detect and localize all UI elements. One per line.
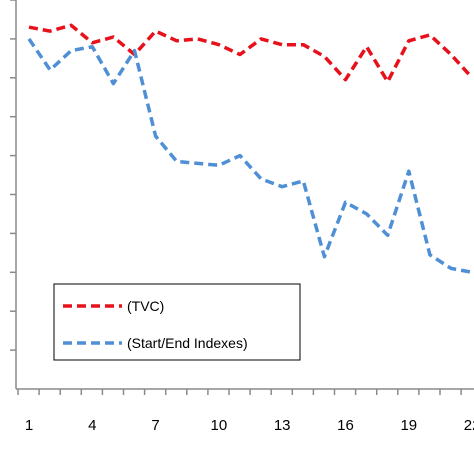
series-line-tvc bbox=[28, 23, 474, 84]
legend-box bbox=[53, 283, 301, 361]
x-tick-label: 22 bbox=[464, 417, 474, 434]
x-tick-label: 16 bbox=[337, 417, 354, 434]
x-axis-ticks bbox=[17, 389, 462, 395]
legend-label-tvc: (TVC) bbox=[127, 298, 164, 314]
x-tick-label: 13 bbox=[274, 417, 291, 434]
legend: (TVC) (Start/End Indexes) bbox=[53, 283, 301, 361]
legend-label-start-end-indexes: (Start/End Indexes) bbox=[127, 335, 248, 351]
x-tick-label: 1 bbox=[25, 417, 33, 434]
y-axis-ticks bbox=[10, 0, 16, 351]
series-lines bbox=[27, 23, 474, 275]
x-tick-label: 7 bbox=[151, 417, 159, 434]
x-tick-label: 4 bbox=[88, 417, 96, 434]
x-tick-label: 10 bbox=[211, 417, 228, 434]
series-line-start-end-indexes bbox=[27, 37, 473, 275]
x-axis-tick-labels: 1 4 7 10 13 16 19 22 bbox=[25, 417, 474, 434]
x-tick-label: 19 bbox=[400, 417, 417, 434]
